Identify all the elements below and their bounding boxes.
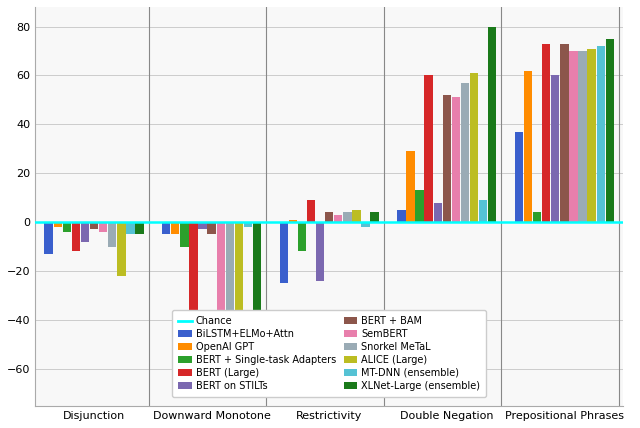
- Bar: [415, 190, 424, 222]
- Bar: [162, 222, 170, 235]
- Bar: [207, 222, 216, 235]
- Bar: [406, 151, 415, 222]
- Bar: [45, 222, 53, 254]
- Bar: [362, 222, 370, 227]
- Bar: [108, 222, 116, 247]
- Bar: [479, 200, 487, 222]
- Bar: [198, 222, 207, 229]
- Bar: [216, 222, 225, 337]
- Bar: [226, 222, 234, 337]
- Bar: [81, 222, 89, 242]
- Bar: [461, 83, 469, 222]
- Bar: [135, 222, 144, 235]
- Bar: [452, 98, 460, 222]
- Bar: [470, 73, 478, 222]
- Bar: [280, 222, 288, 283]
- Bar: [551, 75, 559, 222]
- Bar: [605, 39, 614, 222]
- Bar: [424, 75, 433, 222]
- Bar: [189, 222, 198, 374]
- Bar: [117, 222, 125, 276]
- Bar: [253, 222, 261, 381]
- Bar: [596, 46, 605, 222]
- Bar: [72, 222, 80, 252]
- Bar: [99, 222, 108, 232]
- Bar: [325, 212, 333, 222]
- Bar: [126, 222, 134, 235]
- Bar: [334, 215, 342, 222]
- Bar: [569, 51, 578, 222]
- Bar: [515, 132, 523, 222]
- Bar: [433, 202, 442, 222]
- Bar: [579, 51, 587, 222]
- Bar: [180, 222, 189, 247]
- Bar: [371, 212, 379, 222]
- Bar: [343, 212, 351, 222]
- Bar: [63, 222, 71, 232]
- Bar: [54, 222, 62, 227]
- Bar: [289, 220, 297, 222]
- Bar: [488, 27, 497, 222]
- Bar: [443, 95, 451, 222]
- Bar: [588, 48, 596, 222]
- Bar: [307, 200, 316, 222]
- Bar: [171, 222, 179, 235]
- Bar: [244, 222, 252, 227]
- Bar: [397, 210, 406, 222]
- Bar: [352, 210, 361, 222]
- Legend: Chance, BiLSTM+ELMo+Attn, OpenAI GPT, BERT + Single-task Adapters, BERT (Large),: Chance, BiLSTM+ELMo+Attn, OpenAI GPT, BE…: [172, 310, 486, 397]
- Bar: [560, 44, 568, 222]
- Bar: [235, 222, 243, 376]
- Bar: [90, 222, 99, 229]
- Bar: [316, 222, 324, 281]
- Bar: [298, 222, 306, 252]
- Bar: [524, 71, 532, 222]
- Bar: [533, 212, 541, 222]
- Bar: [542, 44, 550, 222]
